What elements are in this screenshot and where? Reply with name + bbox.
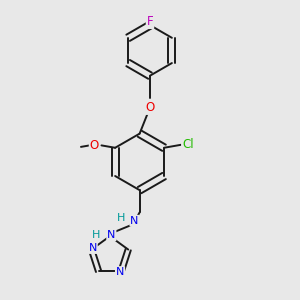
Text: Cl: Cl — [182, 138, 194, 151]
Text: F: F — [147, 15, 153, 28]
Text: O: O — [146, 101, 154, 114]
Text: N: N — [116, 267, 124, 277]
Text: N: N — [107, 230, 116, 240]
Text: N: N — [130, 216, 139, 226]
Text: O: O — [90, 139, 99, 152]
Text: H: H — [92, 230, 100, 240]
Text: N: N — [88, 243, 97, 253]
Text: H: H — [117, 213, 125, 223]
